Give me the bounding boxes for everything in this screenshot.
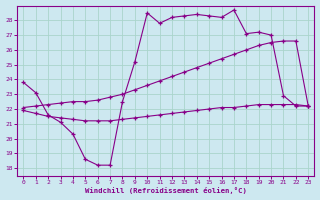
X-axis label: Windchill (Refroidissement éolien,°C): Windchill (Refroidissement éolien,°C) xyxy=(85,187,247,194)
